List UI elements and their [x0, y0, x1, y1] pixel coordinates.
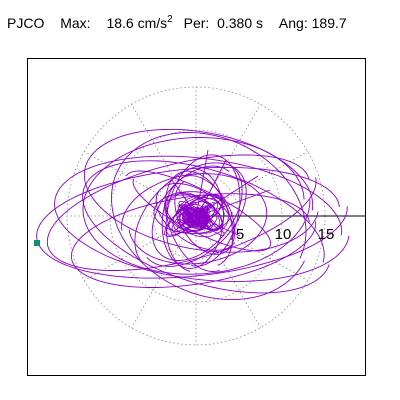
trace-loop-mid-10: [151, 165, 243, 261]
header-line: PJCO Max: 18.6 cm/s2 Per: 0.380 s Ang: 1…: [7, 14, 347, 38]
trace-loop-mid-4: [165, 154, 241, 272]
trace-loop-mid-6: [121, 173, 268, 265]
trace-loop-mid-5: [134, 162, 247, 267]
ring-label-5: 5: [236, 226, 244, 243]
ang-label: Ang:: [278, 15, 308, 31]
trace-spikes: [171, 149, 271, 237]
trace-loop-outer-6: [83, 128, 319, 253]
trace-central-tangle: [163, 192, 230, 238]
max-label: Max:: [60, 15, 91, 31]
max-unit-exponent: 2: [167, 14, 173, 25]
trace-loop-mid-7: [126, 170, 272, 252]
max-unit: cm/s: [137, 15, 168, 31]
trace-loop-mid-8: [174, 175, 236, 255]
trace-loop-outer-2: [54, 155, 350, 282]
grid-spoke-330: [195, 215, 308, 281]
trace-loop-outer-4: [82, 160, 330, 294]
trace-loop-outer-3: [46, 154, 317, 271]
particle-motion-trace: [36, 128, 350, 301]
per-value: 0.380 s: [217, 15, 264, 31]
trace-loop-outer-8: [111, 132, 307, 301]
grid-spoke-120: [131, 104, 197, 217]
station-code: PJCO: [7, 15, 45, 31]
ring-label-15: 15: [318, 226, 335, 243]
grid-spoke-60: [195, 104, 261, 217]
trace-loop-outer-5: [82, 137, 311, 275]
grid-spoke-150: [84, 151, 197, 217]
trace-center-core: [182, 208, 210, 228]
grid-spoke-210: [84, 215, 197, 281]
trace-loop-outer-7: [70, 193, 317, 288]
ring-labels: 5 10 15: [236, 226, 335, 243]
max-value: 18.6: [106, 15, 134, 31]
ang-value: 189.7: [311, 15, 347, 31]
per-label: Per:: [183, 15, 210, 31]
trace-loop-outer-1: [36, 166, 348, 279]
ring-label-10: 10: [275, 226, 292, 243]
square-marker-icon: [34, 240, 40, 246]
